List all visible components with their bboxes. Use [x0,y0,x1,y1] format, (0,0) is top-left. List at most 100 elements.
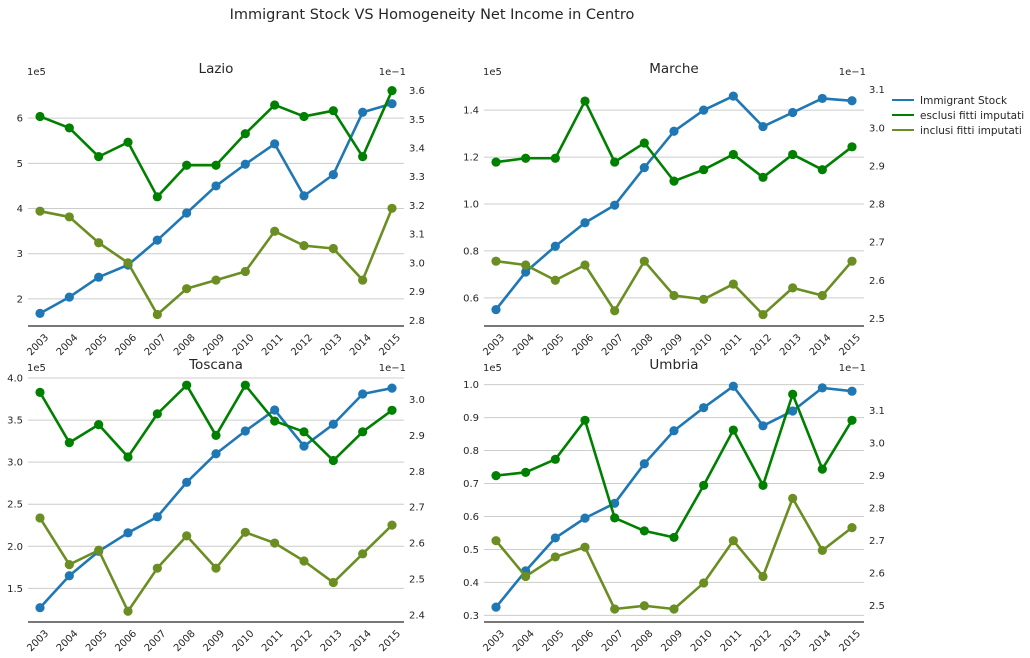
data-point [699,105,709,115]
x-tick-label: 2008 [172,628,198,654]
data-point [610,306,620,316]
right-tick-label: 2.9 [409,431,425,442]
data-point [699,403,709,413]
subplot-title: Toscana [188,357,243,373]
data-point [550,533,560,543]
legend-label-esclusi: esclusi fitti imputati [920,110,1024,122]
x-tick-label: 2014 [808,628,834,654]
left-tick-label: 1.2 [463,153,479,164]
subplot-marche: 0.6 0.8 1.0 1.2 1.4 2.5 2.6 2.7 2.8 2.9 3.0 3.1 1e5 1… [463,61,885,358]
data-point [35,387,45,397]
data-point [328,243,338,254]
x-tick-label: 2009 [201,628,227,654]
data-point [847,415,857,425]
data-point [758,571,768,582]
right-tick-label: 2.8 [869,200,885,211]
series-line [39,386,393,609]
data-point [358,107,368,117]
subplot-toscana: 1.5 2.0 2.5 3.0 3.5 4.0 2.4 2.5 2.6 2.7 2.8 2.9 3.0 1… [7,357,425,654]
series-line [495,259,853,316]
data-point [123,606,133,616]
data-point [328,170,338,180]
data-point [817,464,827,474]
series-stock [491,91,857,315]
x-tick-label: 2003 [25,332,51,358]
data-point [182,380,192,390]
left-tick-label: 1.5 [7,584,23,595]
x-tick-label: 2015 [837,332,863,358]
data-point [669,176,679,186]
data-point [610,157,620,167]
data-point [328,106,338,116]
data-point [847,523,857,533]
x-tick-label: 2011 [719,628,745,654]
x-tick-label: 2003 [481,332,507,358]
data-point [817,545,827,556]
legend-label-inclusi: inclusi fitti imputati [920,125,1022,137]
series-stock [35,99,397,318]
data-point [639,256,649,266]
data-point [639,163,649,173]
left-tick-label: 0.5 [463,545,479,556]
data-point [728,91,738,101]
x-tick-label: 2013 [778,628,804,654]
data-point [182,477,192,487]
data-point [240,159,250,169]
subplot-title: Lazio [199,61,234,77]
series-line [495,392,854,539]
data-point [123,528,133,538]
left-tick-label: 6 [17,114,23,125]
left-tick-label: 0.6 [463,512,479,523]
data-point [94,238,104,248]
data-point [328,577,338,588]
subplot-umbria: 0.3 0.4 0.5 0.6 0.7 0.8 0.9 1.0 2.5 2.6 2.7 2.8 2.9 3… [463,357,885,654]
data-point [788,283,798,293]
data-point [299,111,309,122]
x-tick-label: 2005 [541,332,567,358]
data-point [758,121,768,132]
x-tick-label: 2009 [659,332,685,358]
data-point [847,96,857,106]
data-point [387,520,397,530]
data-point [240,380,250,390]
data-point [758,421,768,431]
x-tick-label: 2003 [25,628,51,654]
data-point [580,96,590,106]
right-tick-label: 2.9 [409,287,425,298]
data-point [580,542,590,552]
data-point [788,149,798,160]
data-point [491,157,501,167]
right-tick-label: 2.7 [869,536,885,547]
data-point [270,100,280,110]
data-point [152,235,162,245]
left-tick-label: 2 [17,294,23,305]
data-point [240,266,250,277]
data-point [521,467,531,477]
data-point [847,256,857,266]
right-tick-label: 3.2 [409,201,425,212]
data-point [387,203,397,213]
data-point [669,604,679,614]
x-tick-label: 2007 [600,628,626,654]
right-tick-label: 2.6 [409,539,425,550]
data-point [240,129,250,139]
legend: Immigrant Stock esclusi fitti imputati i… [892,95,1024,137]
right-tick-label: 2.9 [869,161,885,172]
data-point [580,218,590,228]
right-offset-label: 1e−1 [379,363,406,374]
data-point [211,430,221,441]
x-tick-label: 2004 [55,628,81,654]
data-point [35,603,45,613]
series-esclusi [35,380,397,466]
x-tick-label: 2004 [511,628,537,654]
data-point [152,192,162,202]
right-tick-label: 2.7 [869,238,885,249]
right-tick-label: 2.5 [869,601,885,612]
left-tick-label: 4.0 [7,374,23,385]
x-tick-label: 2008 [172,332,198,358]
left-tick-label: 5 [17,159,23,170]
series-esclusi [35,86,397,202]
data-point [152,409,162,419]
x-tick-label: 2012 [748,628,774,654]
